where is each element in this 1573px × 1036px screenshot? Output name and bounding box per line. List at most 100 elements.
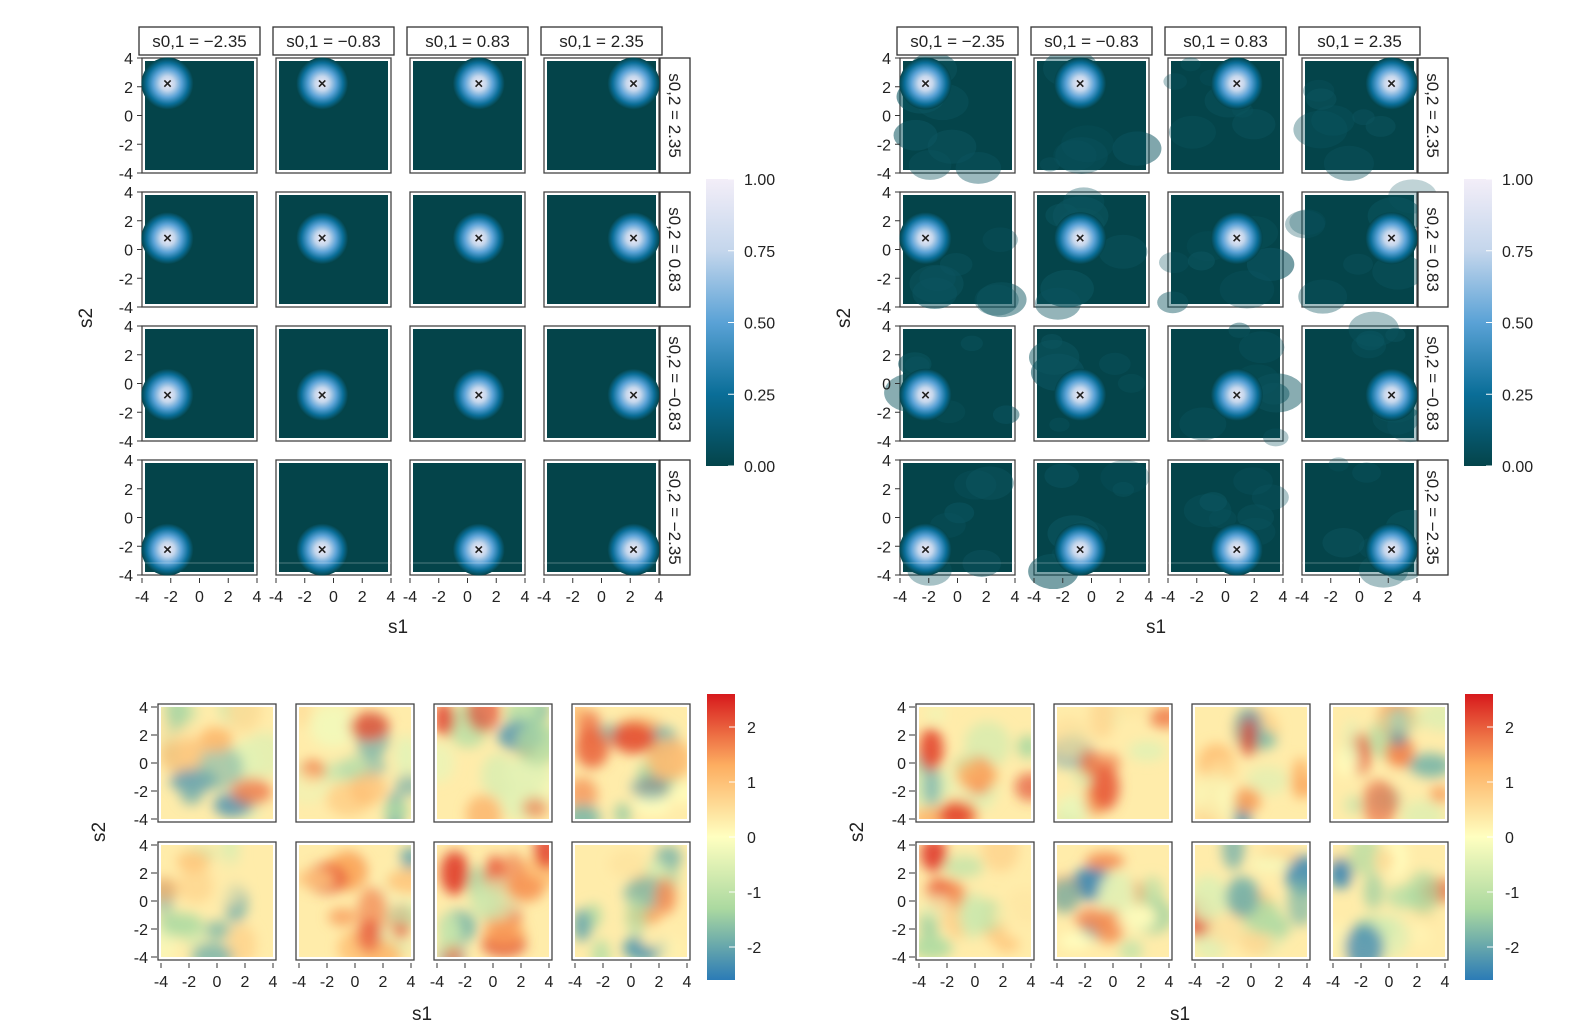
noise-blob (1343, 253, 1374, 275)
y-tick-label: -2 (877, 539, 891, 556)
field-blob (197, 745, 244, 790)
colorbar-tick-label: 0.00 (744, 459, 775, 476)
facet-cell: × (409, 459, 526, 576)
x-tick-label: 4 (1441, 974, 1450, 991)
kernel-peak (607, 523, 660, 576)
x-axis-label: s1 (1170, 1004, 1190, 1025)
noise-blob (1289, 209, 1326, 235)
y-tick-label: -2 (119, 137, 133, 154)
facet-cell: × (1301, 457, 1437, 588)
column-strip (1030, 26, 1153, 56)
noise-blob (927, 129, 977, 164)
y-tick-label: -2 (877, 271, 891, 288)
center-marker: × (629, 75, 638, 92)
field-tile (919, 845, 1031, 957)
facet-cell: × (543, 325, 660, 442)
field-blob (481, 753, 516, 799)
facet-cell: × (1285, 179, 1438, 314)
facet-cell: × (275, 459, 392, 576)
facet-cell: × (1157, 191, 1295, 314)
y-tick-label: -2 (119, 405, 133, 422)
y-tick-label: 2 (882, 348, 891, 365)
x-tick-label: -4 (912, 974, 926, 991)
x-tick-label: -2 (922, 589, 936, 606)
noise-blob (1117, 373, 1145, 393)
field-blob (1363, 872, 1384, 910)
x-tick-label: 2 (379, 974, 388, 991)
field-blob (1128, 740, 1166, 761)
field-blob (646, 738, 687, 781)
field-sample-panel: 4 2 0 -2 -4 4 2 0 -2 -4 -4 -2 0 2 4 -4 -2 0 2 4 -4 -2 0 2 4 -4 -2 0… (89, 694, 761, 1025)
facet-cell: × (409, 191, 526, 308)
y-tick-label: 0 (897, 756, 906, 773)
x-tick-label: -4 (1295, 589, 1309, 606)
y-tick-label: 4 (139, 838, 148, 855)
x-tick-label: 2 (999, 974, 1008, 991)
center-marker: × (629, 230, 638, 247)
colorbar-tick-label: -1 (747, 885, 761, 902)
field-tile (437, 707, 549, 819)
noise-blob (974, 284, 1019, 316)
facet-cell: × (409, 325, 526, 442)
column-strip (896, 26, 1019, 56)
y-tick-label: 4 (124, 319, 133, 336)
column-strip-label: s0,1 = 0.83 (1183, 32, 1268, 51)
field-blob (444, 944, 462, 957)
row-strip (659, 191, 691, 308)
field-tile (161, 845, 273, 957)
field-blob (958, 892, 986, 939)
facet-cell (571, 841, 691, 961)
field-blob (469, 886, 503, 921)
x-tick-label: -2 (1354, 974, 1368, 991)
noise-blob (1183, 493, 1232, 528)
x-tick-label: 2 (1250, 589, 1259, 606)
x-tick-label: 4 (407, 974, 416, 991)
row-strip-label: s0,2 = 2.35 (665, 73, 684, 158)
y-tick-label: -4 (877, 166, 891, 183)
y-tick-label: 2 (124, 214, 133, 231)
x-tick-label: -4 (1050, 974, 1064, 991)
kernel-peak (141, 368, 194, 421)
center-marker: × (1076, 75, 1085, 92)
noise-blob (1061, 125, 1114, 163)
y-tick-label: 0 (124, 511, 133, 528)
y-tick-label: 0 (882, 109, 891, 126)
kernel-peak (296, 212, 349, 265)
field-blob (1420, 707, 1445, 732)
field-blobs (161, 845, 257, 957)
y-tick-label: -4 (134, 950, 148, 967)
field-blob (204, 920, 231, 940)
x-tick-label: -4 (135, 589, 149, 606)
kernel-peak (141, 212, 194, 265)
x-tick-label: 2 (1137, 974, 1146, 991)
field-blob (466, 707, 502, 733)
field-blob (386, 904, 411, 927)
column-strip-label: s0,1 = 0.83 (425, 32, 510, 51)
field-blob (994, 936, 1020, 953)
facet-cell: × (275, 325, 392, 442)
field-sample-panel: 4 2 0 -2 -4 4 2 0 -2 -4 -4 -2 0 2 4 -4 -2 0 2 4 -4 -2 0 2 4 -4 -2 0… (847, 694, 1519, 1025)
field-blob (591, 939, 611, 957)
x-tick-label: 2 (241, 974, 250, 991)
column-strip-label: s0,1 = −0.83 (1044, 32, 1139, 51)
x-tick-label: 4 (1303, 974, 1312, 991)
facet-cell (915, 841, 1035, 961)
y-tick-label: -4 (877, 434, 891, 451)
noise-blob (1055, 137, 1108, 174)
center-marker: × (1232, 542, 1241, 559)
field-blob (1411, 918, 1430, 947)
facet-cell: × (1301, 311, 1434, 443)
field-blob (521, 797, 548, 819)
kernel-peak (141, 57, 194, 110)
x-tick-label: 4 (655, 589, 664, 606)
field-blob (1374, 847, 1395, 873)
y-tick-label: -4 (892, 950, 906, 967)
x-tick-label: 4 (1413, 589, 1422, 606)
x-tick-label: 0 (1247, 974, 1256, 991)
field-blob (161, 735, 206, 774)
facet-cell: × (1167, 322, 1305, 447)
y-tick-label: -4 (134, 812, 148, 829)
noise-blob (1199, 492, 1228, 512)
field-blob (1059, 932, 1092, 950)
y-tick-label: -4 (877, 568, 891, 585)
